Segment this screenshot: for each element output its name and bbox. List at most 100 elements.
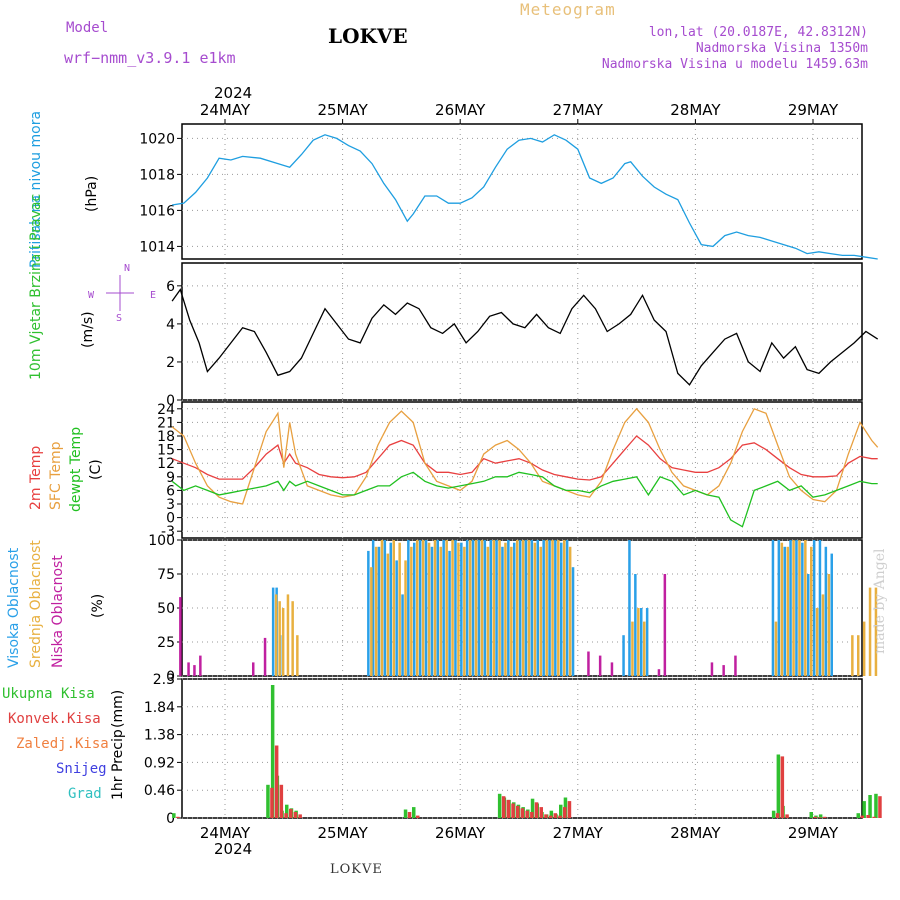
clouds-bar — [389, 542, 392, 676]
temperature-ytick-label: 21 — [157, 415, 175, 431]
precip-bar — [274, 745, 279, 818]
precip-ytick-label: 0 — [166, 811, 175, 827]
clouds-bar — [862, 621, 866, 676]
clouds-bar — [812, 540, 816, 676]
precip-bar — [266, 784, 270, 818]
pressure-ytick-label: 1018 — [139, 167, 175, 183]
model-name: wrf−nmm_v3.9.1 e1km — [64, 49, 236, 67]
precip-bar — [860, 815, 864, 818]
precip-bar — [868, 795, 872, 818]
precip-bar — [285, 804, 289, 818]
precip-bar — [549, 810, 554, 818]
top-day-label: 25MAY — [317, 101, 368, 119]
clouds-bar — [795, 540, 798, 676]
temperature-ytick-label: 6 — [166, 483, 175, 499]
bottom-day-label: 25MAY — [317, 824, 368, 842]
clouds-bar — [637, 608, 640, 676]
clouds-bar — [501, 546, 504, 676]
clouds-bar — [710, 662, 714, 676]
top-day-label: 29MAY — [788, 101, 839, 119]
clouds-bar — [542, 540, 545, 676]
clouds-bar — [565, 540, 569, 676]
precip-bar — [403, 809, 408, 818]
clouds-bar — [851, 635, 854, 676]
wind-compass-label: S — [116, 313, 122, 324]
temperature-ytick-label: 3 — [166, 497, 175, 513]
clouds-bar — [407, 540, 410, 676]
clouds-bar — [628, 540, 631, 676]
footer-station: LOKVE — [330, 862, 383, 877]
clouds-bar — [271, 587, 275, 676]
clouds-bar — [818, 540, 822, 676]
clouds-bar — [427, 542, 431, 676]
clouds-bar — [801, 542, 804, 676]
precip-bar — [511, 803, 515, 818]
clouds-bar — [868, 587, 872, 676]
clouds-bar — [830, 553, 833, 676]
model-elevation-label: Nadmorska Visina u modelu 1459.63m — [601, 57, 868, 72]
precip-bar — [270, 685, 275, 818]
clouds-bar — [421, 540, 425, 676]
temperature-ytick-label: -3 — [161, 524, 175, 540]
precip-bar — [553, 813, 558, 818]
wind-ytick-label: 2 — [166, 355, 175, 371]
watermark: made by Angel — [872, 548, 888, 655]
temperature-ytick-label: 0 — [166, 511, 175, 527]
clouds-bar — [789, 540, 792, 676]
precip-bar — [407, 812, 412, 818]
precip-bar — [771, 810, 776, 818]
top-day-label: 27MAY — [553, 101, 604, 119]
clouds-bar — [557, 540, 560, 676]
clouds-ytick-label: 25 — [157, 635, 175, 651]
precip-bar — [809, 812, 813, 818]
temperature-series-0-line — [171, 435, 878, 481]
clouds-bar — [510, 546, 513, 676]
clouds-bar — [474, 540, 478, 676]
precip-bar — [176, 816, 180, 818]
clouds-bar — [463, 546, 466, 676]
clouds-bar — [370, 567, 373, 676]
bottom-day-label: 29MAY — [788, 824, 839, 842]
clouds-bar — [527, 540, 531, 676]
clouds-bar — [395, 560, 398, 676]
clouds-bar — [460, 542, 463, 676]
precip-ytick-label: 0.46 — [144, 783, 175, 799]
clouds-bar — [874, 587, 878, 676]
clouds-bar — [193, 665, 196, 676]
legend-snow: Snijeg — [56, 761, 107, 777]
clouds-bar — [263, 637, 267, 676]
clouds-bar — [568, 546, 572, 676]
coords-label: lon,lat (20.0187E, 42.8312N) — [648, 25, 868, 40]
clouds-bar — [468, 540, 472, 676]
clouds-bar — [386, 553, 390, 676]
clouds-bar — [524, 540, 528, 676]
legend-hail: Grad — [68, 786, 102, 802]
precip-bar — [776, 754, 781, 818]
wind-ytick-label: 0 — [166, 393, 175, 409]
precip-bar — [818, 814, 823, 818]
precip-bar — [563, 807, 567, 818]
precip-bar — [501, 796, 506, 818]
clouds-bar — [857, 635, 860, 676]
precip-bar — [866, 815, 870, 818]
clouds-bar — [548, 540, 551, 676]
clouds-bar — [722, 665, 725, 676]
clouds-bar — [554, 540, 557, 676]
precip-bar — [813, 816, 817, 818]
clouds-bar — [645, 608, 649, 676]
clouds-bar — [815, 608, 819, 676]
temperature-ytick-label: 9 — [166, 470, 175, 486]
precip-bar — [416, 815, 420, 818]
clouds-bar — [480, 540, 484, 676]
clouds-bar — [187, 662, 190, 676]
clouds-bar — [471, 540, 475, 676]
clouds-bar — [657, 669, 661, 676]
app-title: Meteogram — [520, 0, 616, 19]
precip-bar — [548, 815, 553, 818]
clouds-bar — [498, 540, 501, 676]
model-label: Model — [66, 20, 109, 36]
clouds-bar — [380, 540, 384, 676]
clouds-bar — [436, 540, 439, 676]
clouds-bar — [489, 540, 492, 676]
